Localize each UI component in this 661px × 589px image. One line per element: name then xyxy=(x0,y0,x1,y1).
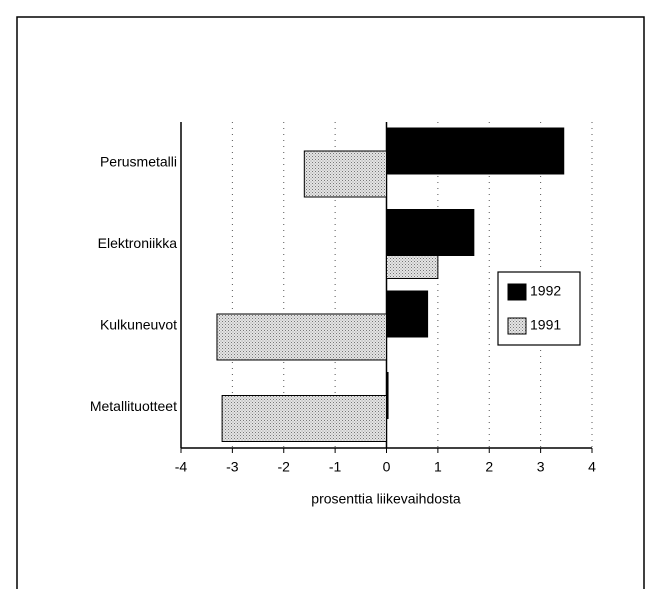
x-tick-label: 2 xyxy=(485,459,493,475)
bar xyxy=(386,209,475,256)
y-tick-label: Kulkuneuvot xyxy=(100,316,177,332)
frame xyxy=(16,16,645,589)
x-tick-label: 3 xyxy=(537,459,545,475)
x-tick-label: -3 xyxy=(226,459,239,475)
legend-label: 1992 xyxy=(530,283,561,299)
x-tick-label: 1 xyxy=(434,459,442,475)
legend-swatch xyxy=(507,283,527,301)
x-tick-label: -4 xyxy=(175,459,188,475)
x-tick-label: 4 xyxy=(588,459,596,475)
y-tick-label: Elektroniikka xyxy=(98,235,178,251)
bar xyxy=(386,372,389,419)
x-axis-label: prosenttia liikevaihdosta xyxy=(311,491,461,507)
legend-swatch xyxy=(507,317,527,335)
bar xyxy=(386,127,565,175)
legend-label: 1991 xyxy=(530,317,561,333)
y-tick-label: Metallituotteet xyxy=(90,398,177,414)
bar xyxy=(221,395,387,442)
bar xyxy=(216,313,387,361)
x-tick-label: 0 xyxy=(383,459,391,475)
y-tick-label: Perusmetalli xyxy=(100,153,177,169)
x-tick-label: -2 xyxy=(278,459,291,475)
x-tick-label: -1 xyxy=(329,459,342,475)
bar xyxy=(303,150,387,198)
bar xyxy=(386,290,429,338)
